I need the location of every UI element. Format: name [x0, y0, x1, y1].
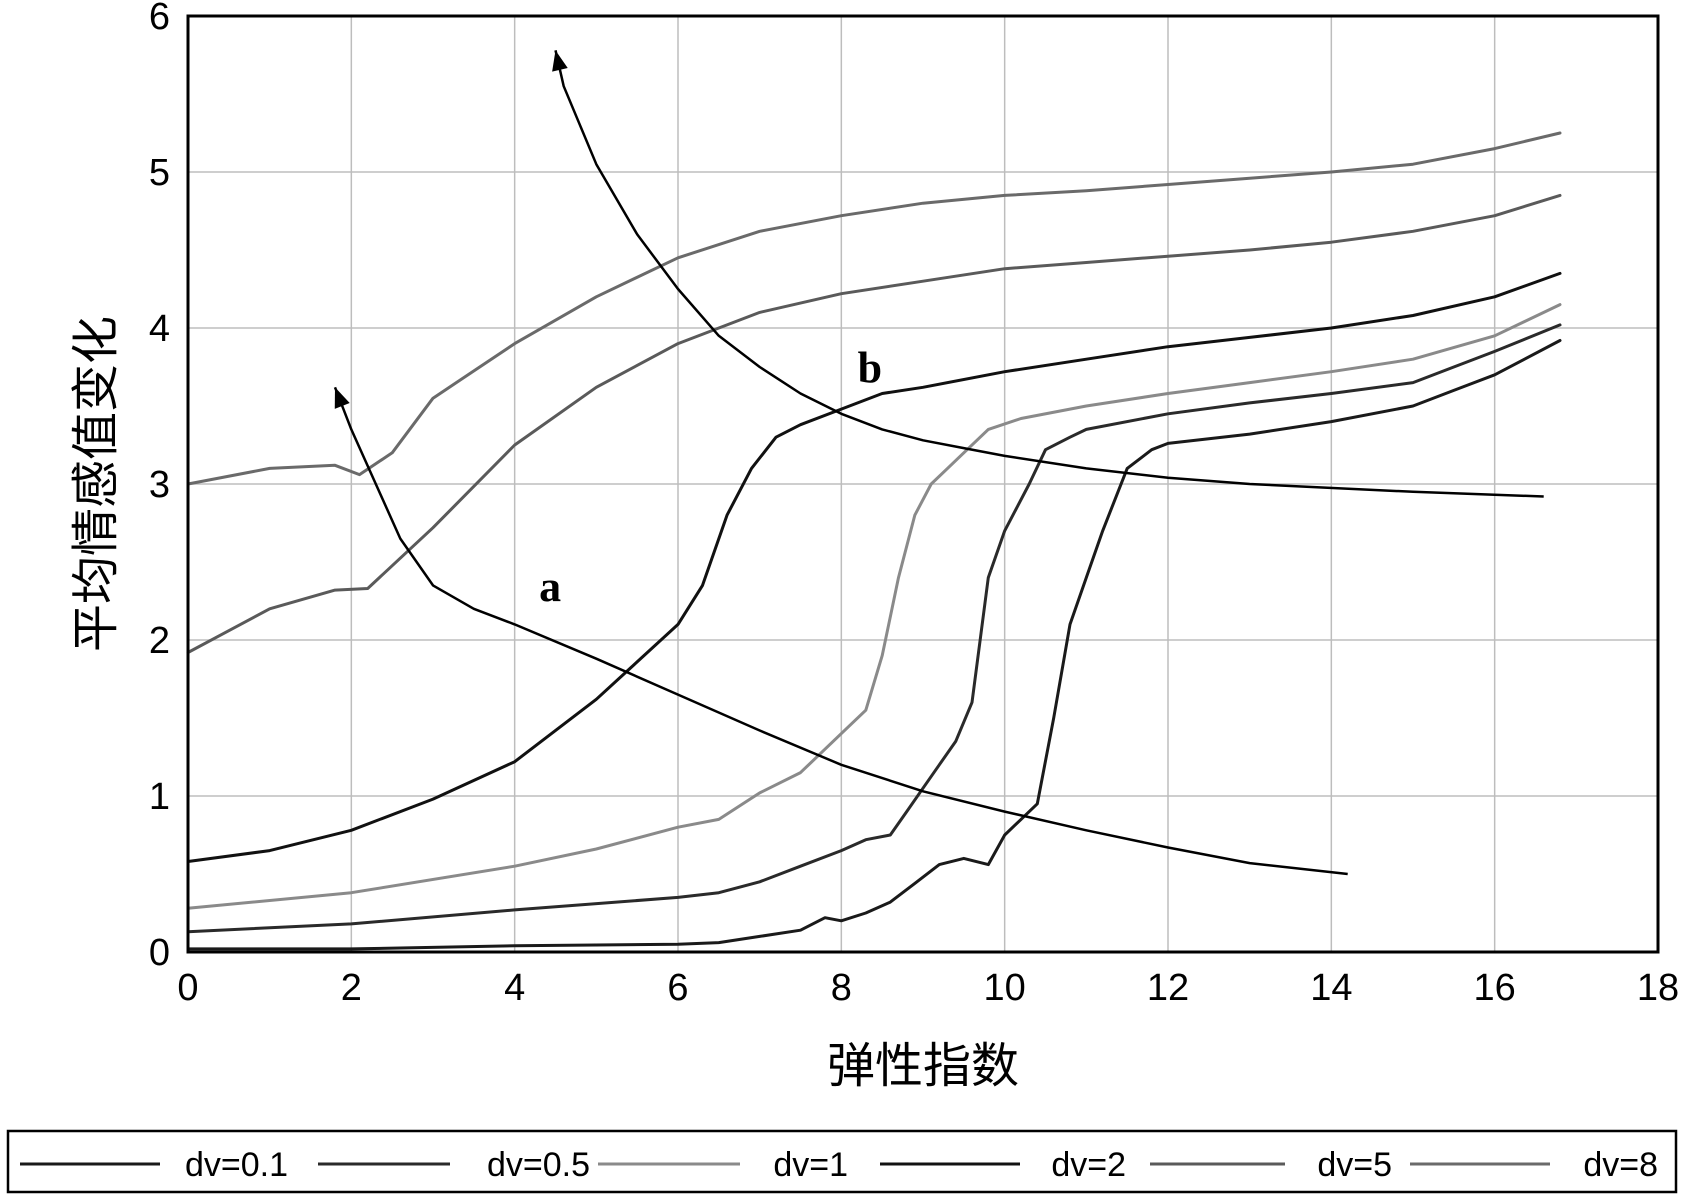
x-tick-label: 14	[1310, 967, 1352, 1009]
x-tick-label: 10	[984, 967, 1026, 1009]
annotation-label-a: a	[539, 562, 561, 611]
x-axis-title: 弹性指数	[827, 1038, 1019, 1094]
series-line-dv-0-5	[186, 323, 1562, 934]
x-tick-label: 16	[1474, 967, 1516, 1009]
legend: dv=0.1 dv=0.5 dv=1 dv=2 dv=5 dv=8	[6, 1129, 1678, 1194]
annotation-arrow-b	[554, 50, 1544, 498]
y-tick-label: 3	[149, 464, 170, 506]
legend-label: dv=0.5	[487, 1146, 590, 1184]
x-tick-label: 18	[1637, 967, 1679, 1009]
y-tick-label: 2	[149, 620, 170, 662]
x-tick-label: 6	[667, 967, 688, 1009]
series-line-dv-8	[186, 131, 1562, 486]
legend-label: dv=8	[1583, 1146, 1658, 1184]
plot-frame	[186, 14, 1660, 954]
series-line-dv-5	[186, 193, 1562, 654]
series-layer	[186, 131, 1562, 951]
y-tick-labels: 0 1 2 3 4 5 6	[149, 0, 170, 974]
y-tick-label: 0	[149, 932, 170, 974]
y-tick-label: 4	[149, 308, 170, 350]
annotation-arrow-a	[333, 386, 1348, 876]
legend-label: dv=2	[1051, 1146, 1126, 1184]
x-tick-labels: 0 2 4 6 8 10 12 14 16 18	[177, 967, 1679, 1009]
y-tick-label: 1	[149, 776, 170, 818]
x-tick-label: 4	[504, 967, 525, 1009]
y-tick-label: 5	[149, 152, 170, 194]
series-line-dv-0-1	[186, 339, 1562, 951]
y-axis-title: 平均情感值变化	[68, 316, 124, 652]
series-line-dv-2	[186, 271, 1562, 863]
x-tick-label: 12	[1147, 967, 1189, 1009]
grid	[188, 16, 1658, 952]
x-tick-label: 8	[831, 967, 852, 1009]
annotation-label-b: b	[858, 344, 882, 393]
x-tick-label: 2	[341, 967, 362, 1009]
x-tick-label: 0	[177, 967, 198, 1009]
annotation-arrowhead-b	[552, 50, 568, 72]
legend-label: dv=1	[773, 1146, 848, 1184]
series-line-dv-1	[186, 303, 1562, 910]
y-tick-label: 6	[149, 0, 170, 38]
legend-label: dv=5	[1317, 1146, 1392, 1184]
annotation-layer: ab	[333, 50, 1544, 876]
annotation-arrowhead-a	[334, 387, 350, 409]
legend-box	[6, 1129, 1678, 1194]
legend-label: dv=0.1	[185, 1146, 288, 1184]
legend-items: dv=0.1 dv=0.5 dv=1 dv=2 dv=5 dv=8	[20, 1146, 1658, 1184]
